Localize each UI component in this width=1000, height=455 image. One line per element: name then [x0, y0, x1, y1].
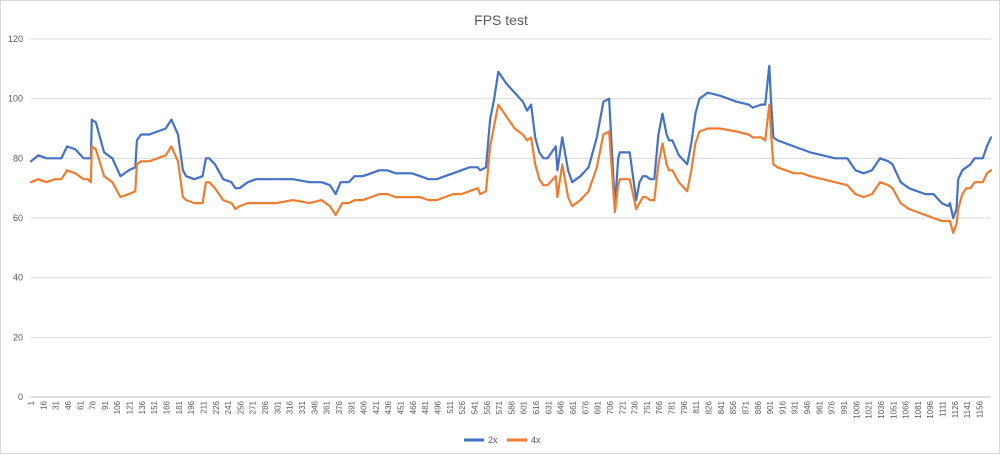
x-tick-label: 346: [310, 400, 319, 414]
x-tick-label: 256: [236, 400, 245, 414]
x-tick-label: 406: [360, 400, 369, 414]
legend-label-4x: 4x: [531, 435, 541, 445]
x-tick-label: 31: [52, 400, 61, 409]
x-tick-label: 1021: [865, 400, 874, 418]
x-tick-label: 946: [803, 400, 812, 414]
x-tick-label: 661: [569, 400, 578, 414]
x-tick-label: 511: [446, 400, 455, 413]
x-tick-label: 46: [64, 400, 73, 409]
x-tick-label: 136: [138, 400, 147, 414]
x-axis: 1 16 31 46 61 76 91 106 121 136 151 166 181 196 211 226…: [27, 396, 991, 419]
x-tick-label: 1126: [951, 400, 960, 418]
x-tick-label: 901: [766, 400, 775, 414]
x-tick-label: 841: [717, 400, 726, 414]
grid-layer: 0 20 40 60 80 100 120: [8, 34, 991, 402]
x-tick-label: 481: [421, 400, 430, 414]
y-tick-label: 40: [13, 273, 23, 283]
x-tick-label: 376: [335, 400, 344, 414]
x-tick-label: 1051: [889, 400, 898, 418]
x-tick-label: 571: [495, 400, 504, 414]
y-tick-label: 60: [13, 213, 23, 223]
x-tick-label: 331: [298, 400, 307, 414]
x-tick-label: 421: [372, 400, 381, 414]
x-tick-label: 706: [606, 400, 615, 414]
x-tick-label: 556: [483, 400, 492, 414]
x-tick-label: 781: [668, 400, 677, 414]
x-tick-label: 601: [520, 400, 529, 414]
x-tick-label: 916: [778, 400, 787, 414]
x-tick-label: 496: [434, 400, 443, 414]
x-tick-label: 766: [655, 400, 664, 414]
x-tick-label: 436: [384, 400, 393, 414]
x-tick-label: 106: [113, 400, 122, 414]
y-tick-label: 100: [8, 94, 23, 104]
x-tick-label: 241: [224, 400, 233, 414]
y-tick-label: 80: [13, 153, 23, 163]
y-tick-label: 120: [8, 34, 23, 44]
legend-label-2x: 2x: [488, 435, 498, 445]
x-tick-label: 286: [261, 400, 270, 414]
x-tick-label: 526: [458, 400, 467, 414]
y-tick-label: 20: [13, 332, 23, 342]
x-tick-label: 811: [692, 400, 701, 413]
x-tick-label: 541: [470, 400, 479, 414]
x-tick-label: 1: [27, 400, 36, 405]
x-tick-label: 871: [741, 400, 750, 414]
x-tick-label: 631: [544, 400, 553, 414]
x-tick-label: 1066: [902, 400, 911, 418]
x-tick-label: 826: [705, 400, 714, 414]
x-tick-label: 691: [594, 400, 603, 414]
x-tick-label: 721: [618, 400, 627, 414]
x-tick-label: 76: [89, 400, 98, 409]
series-layer: [29, 64, 993, 234]
y-tick-label: 0: [18, 392, 23, 402]
x-tick-label: 1111: [939, 400, 948, 417]
x-tick-label: 196: [187, 400, 196, 414]
x-tick-label: 931: [791, 400, 800, 414]
x-tick-label: 91: [101, 400, 110, 409]
series-line-4x: [29, 103, 993, 234]
x-tick-label: 1156: [976, 400, 985, 418]
x-tick-label: 181: [175, 400, 184, 414]
x-tick-label: 451: [397, 400, 406, 414]
x-tick-label: 886: [754, 400, 763, 414]
x-tick-label: 466: [409, 400, 418, 414]
x-tick-label: 121: [126, 400, 135, 414]
x-tick-label: 676: [581, 400, 590, 414]
x-tick-label: 961: [815, 400, 824, 414]
x-tick-label: 61: [76, 400, 85, 409]
chart-title: FPS test: [474, 12, 528, 28]
x-tick-label: 361: [323, 400, 332, 414]
x-tick-label: 991: [840, 400, 849, 414]
series-line-2x: [29, 64, 993, 220]
x-tick-label: 616: [532, 400, 541, 414]
x-tick-label: 301: [273, 400, 282, 414]
x-tick-label: 166: [163, 400, 172, 414]
x-tick-label: 1081: [914, 400, 923, 418]
x-tick-label: 736: [631, 400, 640, 414]
x-tick-label: 586: [507, 400, 516, 414]
x-tick-label: 316: [286, 400, 295, 414]
x-tick-label: 1141: [963, 400, 972, 418]
x-tick-label: 271: [249, 400, 258, 414]
x-tick-label: 751: [643, 400, 652, 414]
x-tick-label: 796: [680, 400, 689, 414]
x-tick-label: 16: [39, 400, 48, 409]
x-tick-label: 1006: [852, 400, 861, 418]
x-tick-label: 151: [150, 400, 159, 414]
legend: 2x 4x: [464, 435, 541, 445]
x-tick-label: 226: [212, 400, 221, 414]
x-tick-label: 211: [199, 400, 208, 413]
x-tick-label: 1036: [877, 400, 886, 418]
x-tick-label: 1096: [926, 400, 935, 418]
x-tick-label: 976: [828, 400, 837, 414]
x-tick-label: 856: [729, 400, 738, 414]
x-tick-label: 391: [347, 400, 356, 414]
x-tick-label: 646: [557, 400, 566, 414]
